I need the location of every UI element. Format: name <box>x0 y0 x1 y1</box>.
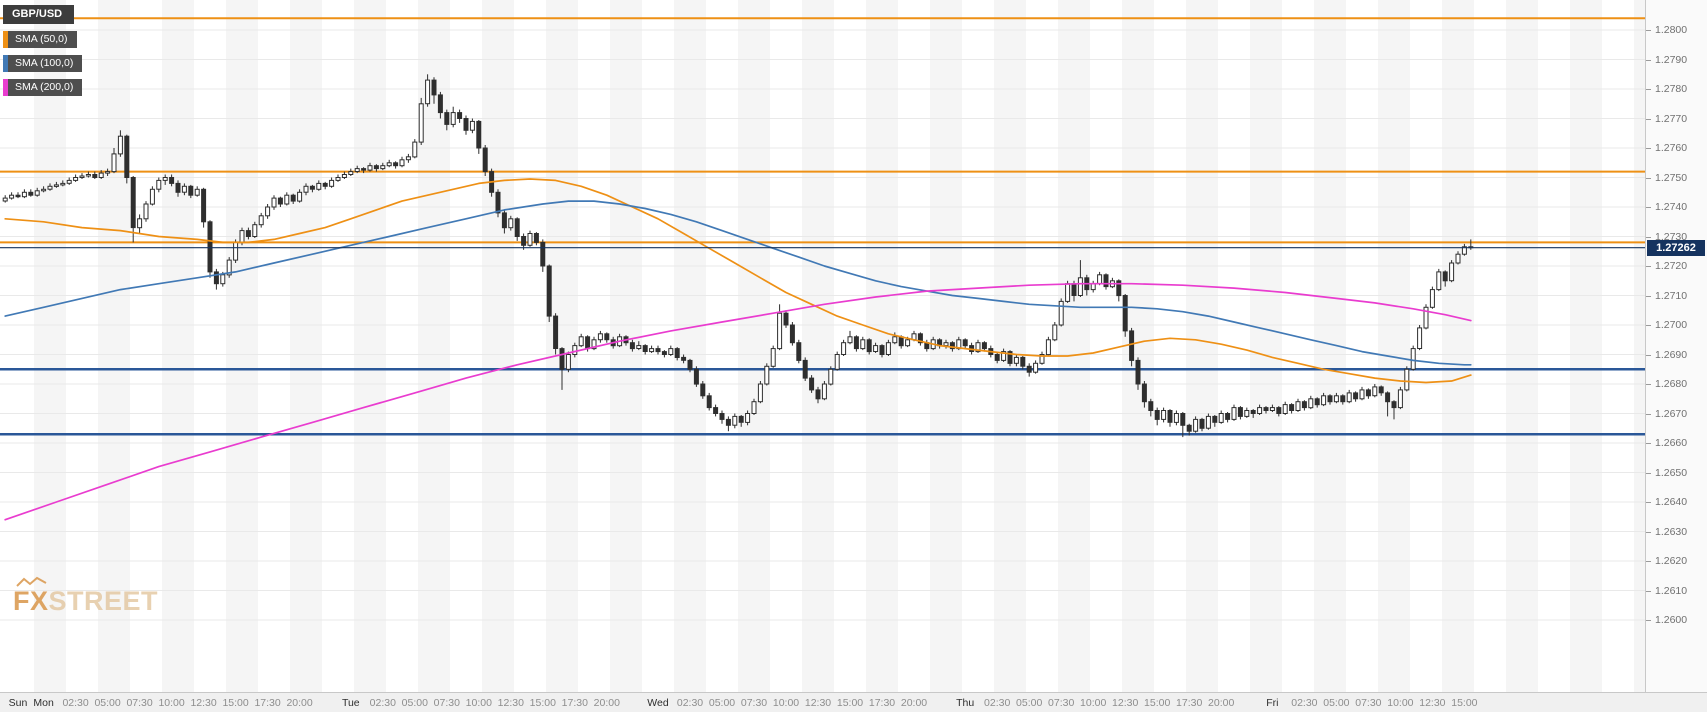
price-tick-label: 1.2660 <box>1645 437 1688 449</box>
legend-label-sma100: SMA (100,0) <box>8 55 83 72</box>
price-tick-label: 1.2730 <box>1645 230 1688 243</box>
time-axis-time-label: 10:00 <box>158 697 185 709</box>
time-axis-time-label: 05:00 <box>708 697 736 709</box>
sma100-color-swatch <box>3 55 8 72</box>
price-tick-label: 1.2670 <box>1645 407 1688 420</box>
time-axis-time-label: 10:00 <box>1080 697 1107 709</box>
time-axis-time-label: 15:00 <box>222 697 249 709</box>
time-axis-time-label: 15:00 <box>529 697 556 709</box>
current-price-label: 1.27262 <box>1647 239 1705 256</box>
price-tick-label: 1.2720 <box>1645 260 1688 272</box>
time-axis-time-label: 07:30 <box>433 697 460 709</box>
time-axis-time-label: 02:30 <box>984 697 1011 709</box>
time-axis-time-label: 05:00 <box>94 697 121 709</box>
price-tick-label: 1.2790 <box>1645 53 1688 66</box>
time-axis-time-label: 07:30 <box>126 697 153 709</box>
watermark-street: STREET <box>48 586 159 616</box>
time-axis-time-label: 05:00 <box>1016 697 1043 709</box>
chart-plot-area <box>0 0 1645 692</box>
fxstreet-watermark: FXSTREET <box>13 576 159 616</box>
time-axis-time-label: 07:30 <box>1048 697 1075 709</box>
time-axis-time-label: 02:30 <box>1291 697 1318 709</box>
price-tick-label: 1.2690 <box>1645 348 1688 361</box>
time-axis-time-label: 10:00 <box>465 697 492 709</box>
price-tick-label: 1.2710 <box>1645 289 1688 302</box>
legend-label-sma200: SMA (200,0) <box>8 79 83 96</box>
time-axis-time-label: 17:30 <box>868 697 896 709</box>
price-tick-label: 1.2630 <box>1645 525 1688 538</box>
watermark-fx: FX <box>13 586 49 616</box>
price-tick-label: 1.2620 <box>1645 555 1688 567</box>
price-tick-label: 1.2700 <box>1645 319 1688 331</box>
price-tick-label: 1.2680 <box>1645 378 1688 390</box>
price-tick-label: 1.2650 <box>1645 466 1688 479</box>
price-tick-label: 1.2600 <box>1645 614 1688 626</box>
time-axis-time-label: 17:30 <box>254 697 281 709</box>
price-tick-label: 1.2640 <box>1645 496 1688 508</box>
time-axis-time-label: 02:30 <box>62 697 89 709</box>
time-axis-day-label: Mon <box>33 697 54 709</box>
fxstreet-logo-chart-icon <box>16 576 47 587</box>
time-axis-time-label: 02:30 <box>676 697 704 709</box>
time-axis-time-label: 12:30 <box>1112 697 1139 709</box>
symbol-badge: GBP/USD <box>3 5 75 24</box>
chart-legend: GBP/USD SMA (50,0) SMA (100,0) SMA (200,… <box>3 4 83 103</box>
time-axis-time-label: 20:00 <box>900 697 928 709</box>
legend-item-sma50: SMA (50,0) <box>3 31 77 48</box>
time-axis-time-label: 05:00 <box>401 697 428 709</box>
legend-item-sma200: SMA (200,0) <box>3 79 83 96</box>
time-axis-time-label: 17:30 <box>561 697 588 709</box>
time-axis-time-label: 15:00 <box>1451 697 1478 709</box>
time-axis: Sun Mon 02:30 05:00 07:30 10:00 12:30 15:00 17:3… <box>0 692 1707 712</box>
price-tick-label: 1.2780 <box>1645 83 1688 95</box>
time-axis-day-label: Wed <box>647 697 669 709</box>
legend-label-sma50: SMA (50,0) <box>8 31 77 48</box>
time-axis-time-label: 10:00 <box>1387 697 1414 709</box>
time-axis-time-label: 12:30 <box>1419 697 1446 709</box>
time-axis-time-label: 10:00 <box>772 697 800 709</box>
time-axis-time-label: 20:00 <box>1208 697 1235 709</box>
price-tick-label: 1.2740 <box>1645 201 1688 213</box>
time-axis-time-label: 12:30 <box>190 697 217 709</box>
price-tick-label: 1.2770 <box>1645 112 1688 125</box>
time-axis-day-label: Fri <box>1266 697 1279 709</box>
time-axis-time-label: 02:30 <box>369 697 396 709</box>
price-tick-label: 1.2760 <box>1645 142 1688 154</box>
sma200-color-swatch <box>3 79 8 96</box>
candlestick-chart[interactable] <box>0 0 1645 692</box>
time-axis-day-label: Thu <box>956 697 975 709</box>
time-axis-time-label: 15:00 <box>1144 697 1171 709</box>
time-axis-time-label: 05:00 <box>1323 697 1350 709</box>
time-axis-time-label: 17:30 <box>1176 697 1203 709</box>
time-axis-time-label: 12:30 <box>497 697 524 709</box>
price-axis: 1.27262 1.2800 1.2790 1.2780 1.2770 1.2760 1.… <box>1645 0 1707 692</box>
time-axis-time-label: 12:30 <box>804 697 832 709</box>
fxstreet-logo-text: FXSTREET <box>13 586 159 616</box>
price-tick-label: 1.2750 <box>1645 171 1688 184</box>
legend-item-sma100: SMA (100,0) <box>3 55 83 72</box>
time-axis-time-label: 07:30 <box>740 697 768 709</box>
time-axis-time-label: 15:00 <box>836 697 864 709</box>
time-axis-time-label: 20:00 <box>593 697 620 709</box>
price-tick-label: 1.2610 <box>1645 584 1688 597</box>
sma50-color-swatch <box>3 31 8 48</box>
time-axis-day-label: Tue <box>341 697 360 709</box>
time-axis-time-label: 20:00 <box>286 697 313 709</box>
price-tick-label: 1.2800 <box>1645 24 1688 36</box>
time-axis-time-label: 07:30 <box>1355 697 1382 709</box>
time-axis-day-label: Sun <box>8 697 28 709</box>
